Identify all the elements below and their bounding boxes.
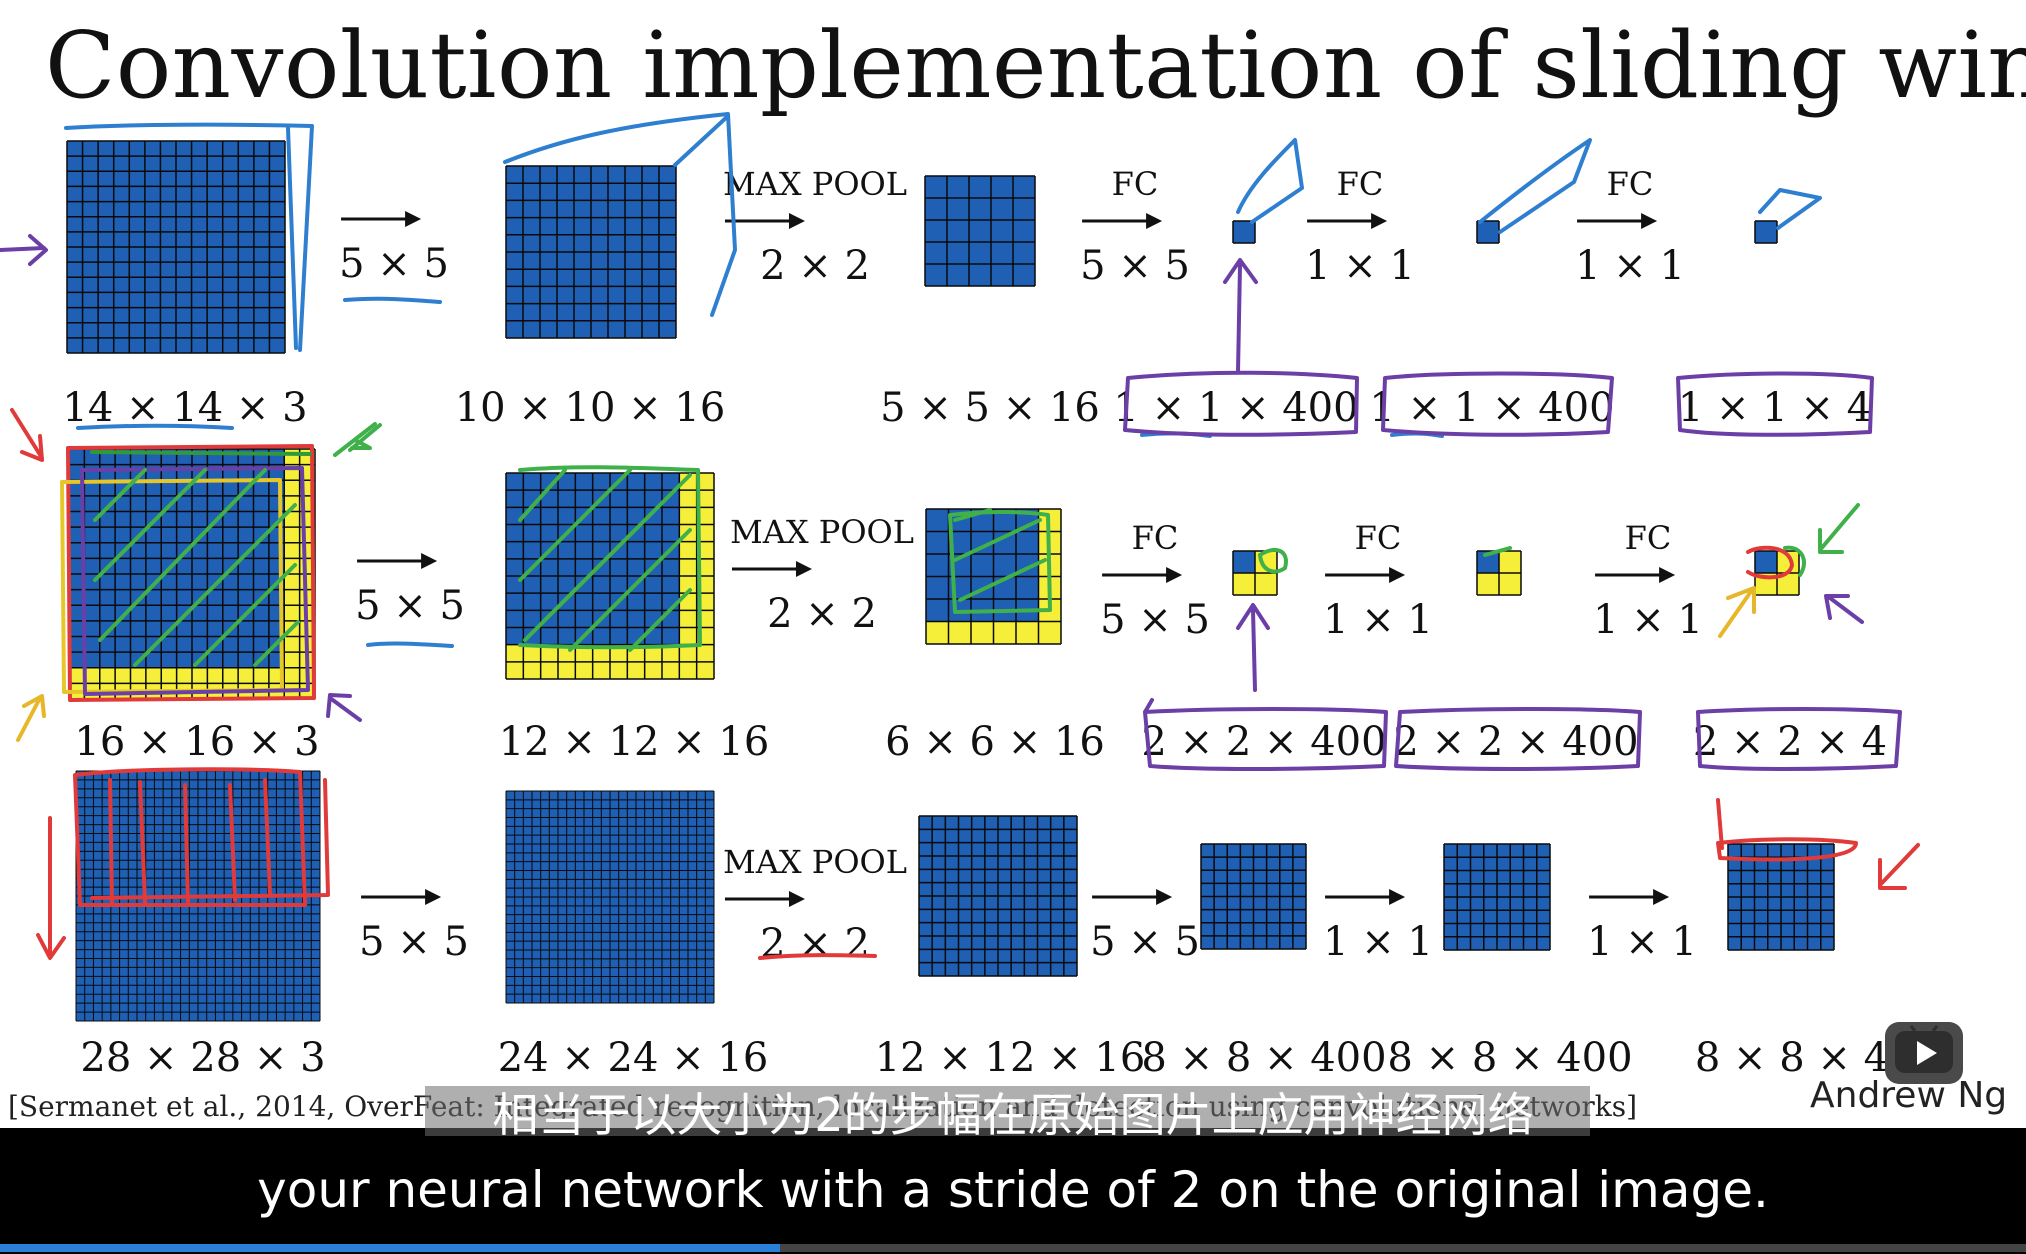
operation-name: MAX POOL <box>722 843 908 881</box>
operation-name: FC <box>1336 165 1384 203</box>
operation-size: 1 × 1 <box>1323 597 1433 643</box>
volume-label: 1 × 1 × 400 <box>1113 385 1359 431</box>
volume-label: 24 × 24 × 16 <box>497 1035 769 1081</box>
feature-map-grid <box>505 165 677 339</box>
volume-label: 2 × 2 × 4 <box>1692 719 1888 765</box>
operation-name: MAX POOL <box>722 165 908 203</box>
volume-label: 8 × 8 × 400 <box>1387 1035 1633 1081</box>
operation-size: 1 × 1 <box>1587 919 1697 965</box>
feature-map-grid <box>1727 843 1835 951</box>
volume-label: 2 × 2 × 400 <box>1393 719 1639 765</box>
volume-label: 1 × 1 × 4 <box>1677 385 1873 431</box>
arrow-right-icon <box>1092 889 1173 905</box>
operation-size: 2 × 2 <box>767 591 877 637</box>
arrow-right-icon <box>724 891 805 907</box>
operation-step: 1 × 1 <box>1587 876 1697 962</box>
operation-name: FC <box>1131 519 1179 557</box>
feature-map-grid <box>1443 843 1551 951</box>
operation-size: 5 × 5 <box>1090 919 1200 965</box>
operation-step: MAX POOL 2 × 2 <box>723 168 907 286</box>
arrow-right-icon <box>361 889 442 905</box>
operation-step: FC 1 × 1 <box>1575 168 1685 286</box>
operation-step: MAX POOL 2 × 2 <box>730 516 914 634</box>
operation-step: 5 × 5 <box>355 540 465 626</box>
operation-step: FC 1 × 1 <box>1305 168 1415 286</box>
arrow-right-icon <box>1589 889 1670 905</box>
arrow-right-icon <box>1082 213 1163 229</box>
feature-map-grid <box>1232 550 1278 596</box>
handwritten-annotations <box>0 112 1920 960</box>
operation-size: 1 × 1 <box>1593 597 1703 643</box>
operation-name: MAX POOL <box>729 513 915 551</box>
feature-map-grid <box>1754 220 1778 244</box>
video-progress-fill <box>0 1244 780 1252</box>
operation-step: 1 × 1 <box>1323 876 1433 962</box>
volume-label: 8 × 8 × 400 <box>1141 1035 1387 1081</box>
volume-label: 8 × 8 × 4 <box>1694 1035 1890 1081</box>
volume-label: 16 × 16 × 3 <box>74 719 320 765</box>
feature-map-grid <box>68 448 316 700</box>
slide-title: Convolution implementation of sliding wi… <box>45 12 2026 119</box>
feature-map-grid <box>1476 220 1500 244</box>
operation-step: FC 5 × 5 <box>1080 168 1190 286</box>
volume-label: 12 × 12 × 16 <box>498 719 770 765</box>
feature-map-grid <box>1232 220 1256 244</box>
arrow-right-icon <box>1102 567 1183 583</box>
arrow-right-icon <box>1307 213 1388 229</box>
operation-size: 5 × 5 <box>359 919 469 965</box>
operation-step: FC 5 × 5 <box>1100 522 1210 640</box>
operation-name: FC <box>1606 165 1654 203</box>
operation-step: 5 × 5 <box>1090 876 1200 962</box>
operation-size: 5 × 5 <box>1100 597 1210 643</box>
volume-label: 12 × 12 × 16 <box>874 1035 1146 1081</box>
operation-step: FC 1 × 1 <box>1593 522 1703 640</box>
subtitle-chinese: 相当于以大小为2的步幅在原始图片上应用神经网络 <box>492 1088 1534 1142</box>
operation-size: 5 × 5 <box>1080 243 1190 289</box>
feature-map-grid <box>505 790 715 1004</box>
arrow-right-icon <box>1325 567 1406 583</box>
volume-label: 5 × 5 × 16 <box>880 385 1100 431</box>
volume-label: 14 × 14 × 3 <box>62 385 308 431</box>
feature-map-grid <box>1200 843 1307 950</box>
arrow-right-icon <box>357 553 438 569</box>
subtitle-background <box>425 1086 1590 1136</box>
subtitle-english: your neural network with a stride of 2 o… <box>257 1161 1769 1219</box>
operation-name: FC <box>1624 519 1672 557</box>
feature-map-grid <box>924 175 1036 287</box>
operation-size: 2 × 2 <box>760 243 870 289</box>
arrow-right-icon <box>724 213 805 229</box>
volume-label: 2 × 2 × 400 <box>1141 719 1387 765</box>
play-button[interactable] <box>1885 1022 1963 1084</box>
arrow-right-icon <box>1595 567 1676 583</box>
volume-label: 10 × 10 × 16 <box>454 385 726 431</box>
arrow-right-icon <box>1577 213 1658 229</box>
operation-size: 1 × 1 <box>1305 243 1415 289</box>
arrow-right-icon <box>731 561 812 577</box>
operation-step: 5 × 5 <box>339 198 449 284</box>
operation-step: 5 × 5 <box>359 876 469 962</box>
play-icon <box>1895 1025 1953 1073</box>
arrow-right-icon <box>1325 889 1406 905</box>
feature-map-grid <box>1476 550 1522 596</box>
lecture-slide: Convolution implementation of sliding wi… <box>0 12 2026 1123</box>
operation-size: 5 × 5 <box>355 583 465 629</box>
volume-label: 28 × 28 × 3 <box>80 1035 326 1081</box>
volume-label: 6 × 6 × 16 <box>885 719 1105 765</box>
operation-size: 1 × 1 <box>1323 919 1433 965</box>
operation-name: FC <box>1111 165 1159 203</box>
feature-map-grid <box>925 508 1062 645</box>
operation-name: FC <box>1354 519 1402 557</box>
operation-size: 1 × 1 <box>1575 243 1685 289</box>
subtitle-bar <box>0 1128 2026 1254</box>
volume-label: 1 × 1 × 400 <box>1369 385 1615 431</box>
feature-map-grid <box>918 815 1078 977</box>
feature-map-grid <box>66 140 286 354</box>
operation-step: FC 1 × 1 <box>1323 522 1433 640</box>
video-progress-bar[interactable] <box>0 1244 2026 1252</box>
operation-size: 5 × 5 <box>339 241 449 287</box>
arrow-right-icon <box>341 211 422 227</box>
